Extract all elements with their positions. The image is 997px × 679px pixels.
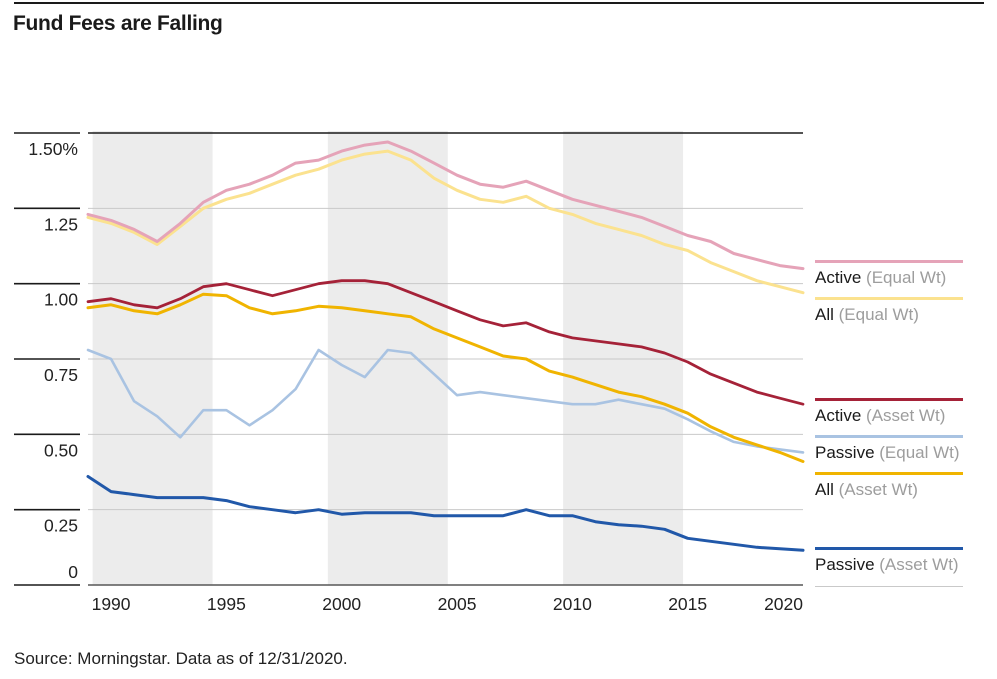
legend-bottom-rule [815,586,963,587]
legend-swatch-active-equal-wt [815,260,963,263]
legend-swatch-passive-equal-wt [815,435,963,438]
legend-series-qualifier: (Asset Wt) [838,480,918,499]
x-axis-label: 2010 [553,594,592,614]
x-axis-label: 2000 [322,594,361,614]
legend-label: All (Asset Wt) [815,481,963,499]
legend-item-passive-equal-wt: Passive (Equal Wt) [815,435,963,462]
legend-swatch-all-asset-wt [815,472,963,475]
legend-item-active-asset-wt: Active (Asset Wt) [815,398,963,425]
legend-series-name: All [815,480,834,499]
legend-series-qualifier: (Asset Wt) [879,555,959,574]
series-line-all-equal-wt [86,149,805,295]
legend-item-active-equal-wt: Active (Equal Wt) [815,260,963,287]
series-line-passive-equal-wt [86,348,805,454]
series-line-all-asset-wt [86,292,805,463]
y-axis-label: 0.25 [44,516,78,536]
legend-series-name: Active [815,406,862,425]
y-axis-label: 1.00 [44,290,78,310]
series-line-passive-asset-wt [86,475,805,552]
legend-label: Passive (Equal Wt) [815,444,963,462]
y-axis-label: 0 [68,562,78,582]
legend-series-name: Active [815,268,862,287]
legend-series-qualifier: (Equal Wt) [879,443,960,462]
header-rule [14,2,984,4]
y-axis-label: 0.75 [44,365,78,385]
highlight-band [327,131,448,585]
x-axis-label: 2020 [764,594,803,614]
legend-series-name: All [815,305,834,324]
y-axis-label: 1.50% [28,139,78,159]
y-axis-label: 0.50 [44,440,78,460]
legend-series-name: Passive [815,443,875,462]
page-title: Fund Fees are Falling [13,12,223,35]
legend-item-all-equal-wt: All (Equal Wt) [815,297,963,324]
legend-item-passive-asset-wt: Passive (Asset Wt) [815,547,963,574]
source-note: Source: Morningstar. Data as of 12/31/20… [14,649,348,668]
legend-series-qualifier: (Equal Wt) [866,268,947,287]
x-axis-label: 1995 [207,594,246,614]
legend-swatch-passive-asset-wt [815,547,963,550]
legend-label: Passive (Asset Wt) [815,556,963,574]
series-line-active-asset-wt [86,279,805,406]
legend-item-all-asset-wt: All (Asset Wt) [815,472,963,499]
legend-swatch-all-equal-wt [815,297,963,300]
legend-series-name: Passive [815,555,875,574]
x-axis-label: 2015 [668,594,707,614]
legend-series-qualifier: (Asset Wt) [866,406,946,425]
x-axis-label: 2005 [438,594,477,614]
y-axis-label: 1.25 [44,214,78,234]
legend-label: Active (Asset Wt) [815,407,963,425]
legend-label: All (Equal Wt) [815,306,963,324]
legend-series-qualifier: (Equal Wt) [838,305,919,324]
series-line-active-equal-wt [86,140,805,271]
legend-label: Active (Equal Wt) [815,269,963,287]
x-axis-label: 1990 [92,594,131,614]
legend-swatch-active-asset-wt [815,398,963,401]
